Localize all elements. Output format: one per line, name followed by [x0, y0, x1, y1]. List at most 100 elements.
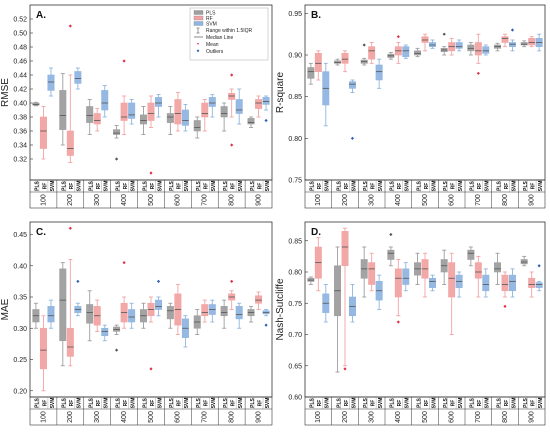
box-body [128, 102, 136, 119]
y-tick-label: 0.85 [288, 238, 302, 245]
box-body [394, 268, 402, 298]
box-body [414, 50, 422, 56]
box-pls [32, 302, 40, 329]
box-body [474, 42, 482, 56]
box-svm [482, 268, 490, 298]
model-label: SVM [431, 181, 437, 192]
legend-frame [189, 7, 269, 61]
category-label: 400 [395, 194, 402, 206]
box-svm [181, 103, 189, 132]
model-label: RF [123, 400, 129, 407]
box-rf [421, 33, 429, 52]
box-rf [314, 237, 322, 292]
chart-panel-4: 0.60 0.65 0.70 0.75 0.80 0.85 Nash-Sutcliffe D.… [275, 221, 546, 426]
y-tick-label: 0.30 [13, 326, 27, 333]
box-body [528, 277, 536, 288]
outlier-point [343, 367, 347, 371]
y-tick-label: 0.90 [288, 53, 302, 60]
box-body [501, 36, 509, 43]
model-label: SVM [485, 398, 491, 409]
category-label: 200 [67, 411, 74, 423]
model-label: PLS [223, 397, 229, 407]
box-pls [494, 252, 502, 285]
model-label: SVM [184, 181, 190, 192]
model-label: PLS [523, 180, 529, 190]
model-label: PLS [416, 180, 422, 190]
y-tick-label: 0.25 [13, 357, 27, 364]
model-label: PLS [62, 397, 68, 407]
model-label: PLS [89, 180, 95, 190]
box-body [494, 262, 502, 273]
box-body [448, 262, 456, 298]
box-rf [341, 227, 349, 367]
model-label: PLS [142, 180, 148, 190]
model-label: RF [96, 400, 102, 407]
box-pls [387, 52, 395, 60]
box-rf [341, 50, 349, 73]
y-tick-label: 0.50 [13, 31, 27, 38]
box-body [235, 306, 243, 320]
box-svm [235, 302, 243, 329]
model-label: PLS [470, 180, 476, 190]
model-label: RF [42, 400, 48, 407]
box-body [255, 99, 263, 109]
box-pls [334, 58, 342, 66]
model-label: SVM [458, 398, 464, 409]
model-label: SVM [238, 181, 244, 192]
box-rf [174, 284, 182, 335]
box-body [66, 327, 74, 357]
model-label: PLS [390, 397, 396, 407]
model-label: RF [204, 183, 210, 190]
box-rf [93, 108, 101, 132]
model-label: RF [397, 183, 403, 190]
model-label: PLS [310, 397, 316, 407]
box-rf [228, 88, 236, 118]
category-label: 900 [529, 194, 536, 206]
category-label: 200 [342, 411, 349, 423]
box-svm [535, 33, 543, 52]
box-rf [120, 95, 128, 135]
model-label: RF [96, 183, 102, 190]
y-tick-label: 0.65 [288, 363, 302, 370]
box-pls [520, 40, 528, 48]
model-label: RF [450, 183, 456, 190]
model-label: PLS [196, 397, 202, 407]
box-pls [193, 309, 201, 335]
model-label: PLS [115, 397, 121, 407]
box-rf [228, 290, 236, 310]
model-label: RF [504, 400, 510, 407]
model-label: SVM [211, 181, 217, 192]
model-label: RF [477, 183, 483, 190]
chart-panel-1: 0.32 0.34 0.36 0.38 0.40 0.42 0.44 0.46 0.48 0.50… [0, 4, 273, 209]
box-svm [455, 271, 463, 298]
box-body [467, 44, 475, 52]
box-body [262, 97, 270, 105]
outlier-point [396, 320, 400, 324]
y-tick-label: 0.20 [13, 388, 27, 395]
box-body [59, 90, 67, 130]
box-rf [147, 296, 155, 323]
y-tick-label: 0.38 [13, 115, 27, 122]
category-label: 200 [342, 194, 349, 206]
box-body [307, 67, 315, 79]
model-label: PLS [363, 397, 369, 407]
model-label: PLS [496, 180, 502, 190]
box-svm [482, 44, 490, 56]
box-body [181, 109, 189, 126]
box-body [47, 306, 55, 323]
category-label: 200 [67, 194, 74, 206]
model-label: RF [230, 183, 236, 190]
model-label: PLS [336, 397, 342, 407]
box-pls [467, 42, 475, 56]
outlier-point [510, 28, 515, 32]
legend-item-label: PLS [206, 11, 216, 17]
box-body [220, 306, 228, 317]
category-label: 700 [475, 411, 482, 423]
model-label: PLS [250, 397, 256, 407]
category-label: 300 [94, 194, 101, 206]
y-tick-label: 0.95 [288, 11, 302, 18]
model-label: PLS [443, 397, 449, 407]
outlier-point [122, 59, 126, 63]
model-label: SVM [378, 181, 384, 192]
